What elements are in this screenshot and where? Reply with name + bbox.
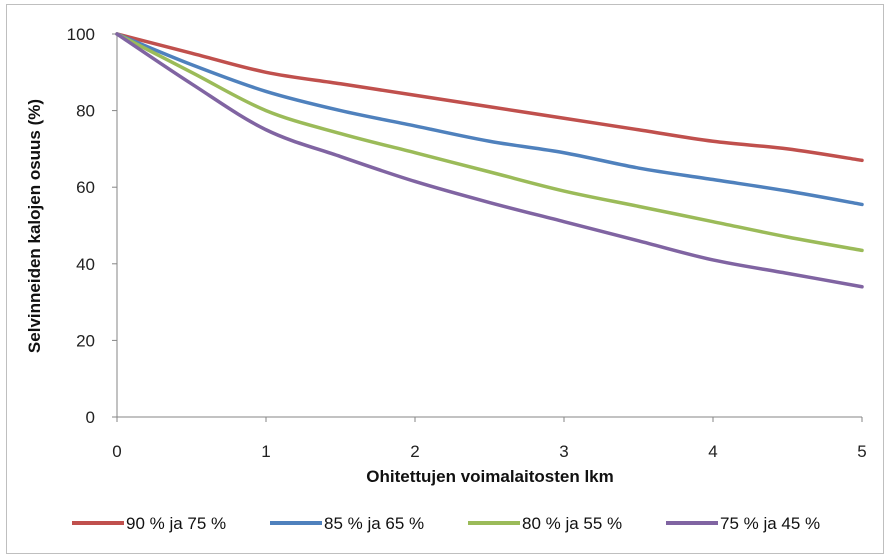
y-tick-label: 20 <box>76 331 95 350</box>
x-axis-title: Ohitettujen voimalaitosten lkm <box>366 467 614 486</box>
legend-label-1: 90 % ja 75 % <box>126 514 226 533</box>
legend-label-2: 85 % ja 65 % <box>324 514 424 533</box>
y-tick-label: 0 <box>86 408 95 427</box>
y-tick-label: 80 <box>76 102 95 121</box>
legend: 90 % ja 75 % 85 % ja 65 % 80 % ja 55 % 75 %… <box>72 514 820 533</box>
series-lines <box>115 32 864 289</box>
chart-frame <box>6 4 884 554</box>
series-line-4 <box>115 32 864 289</box>
x-tick-label: 5 <box>857 442 866 461</box>
y-tick-label: 100 <box>67 25 95 44</box>
y-axis-title: Selvinneiden kalojen osuus (%) <box>25 99 44 353</box>
x-tick-label: 4 <box>708 442 717 461</box>
y-tick-labels: 0 20 40 60 80 100 <box>67 25 95 427</box>
x-tick-label: 3 <box>559 442 568 461</box>
y-tick-label: 40 <box>76 255 95 274</box>
legend-label-4: 75 % ja 45 % <box>720 514 820 533</box>
x-tick-label: 2 <box>410 442 419 461</box>
y-tick-label: 60 <box>76 178 95 197</box>
x-tick-label: 0 <box>112 442 121 461</box>
series-line-1 <box>115 32 864 163</box>
legend-label-3: 80 % ja 55 % <box>522 514 622 533</box>
x-tick-label: 1 <box>261 442 270 461</box>
series-line-3 <box>115 32 864 253</box>
x-tick-labels: 0 1 2 3 4 5 <box>112 442 866 461</box>
series-line-2 <box>115 32 864 207</box>
axes <box>112 33 863 422</box>
